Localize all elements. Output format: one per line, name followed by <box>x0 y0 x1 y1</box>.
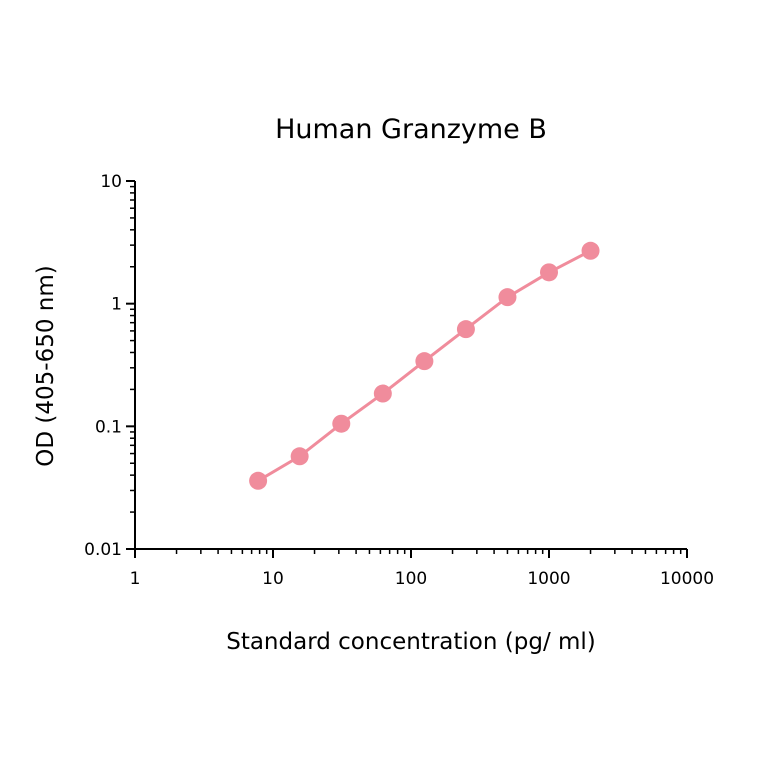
data-point <box>373 384 392 403</box>
axes: 1 10 100 1000 10000 0.01 0.1 1 10 <box>84 172 714 589</box>
y-tick-label: 0.1 <box>95 417 122 437</box>
data-point <box>581 241 600 260</box>
data-point <box>456 320 475 339</box>
data-point <box>290 447 309 466</box>
y-tick-label: 0.01 <box>84 540 122 560</box>
x-axis-label: Standard concentration (pg/ ml) <box>226 629 596 655</box>
x-tick-label: 1000 <box>527 569 570 589</box>
data-point <box>498 288 517 307</box>
y-axis-label: OD (405-650 nm) <box>33 265 59 466</box>
data-point <box>540 263 558 282</box>
chart-title: Human Granzyme B <box>275 114 547 145</box>
data-point <box>332 414 351 433</box>
x-tick-label: 10 <box>262 569 284 589</box>
data-point <box>415 352 434 371</box>
x-tick-label: 10000 <box>660 569 714 589</box>
series-layer <box>249 241 600 490</box>
x-tick-label: 100 <box>395 569 427 589</box>
data-point <box>249 471 268 490</box>
y-tick-label: 1 <box>111 295 122 315</box>
y-tick-label: 10 <box>100 172 122 192</box>
x-tick-label: 1 <box>130 569 141 589</box>
